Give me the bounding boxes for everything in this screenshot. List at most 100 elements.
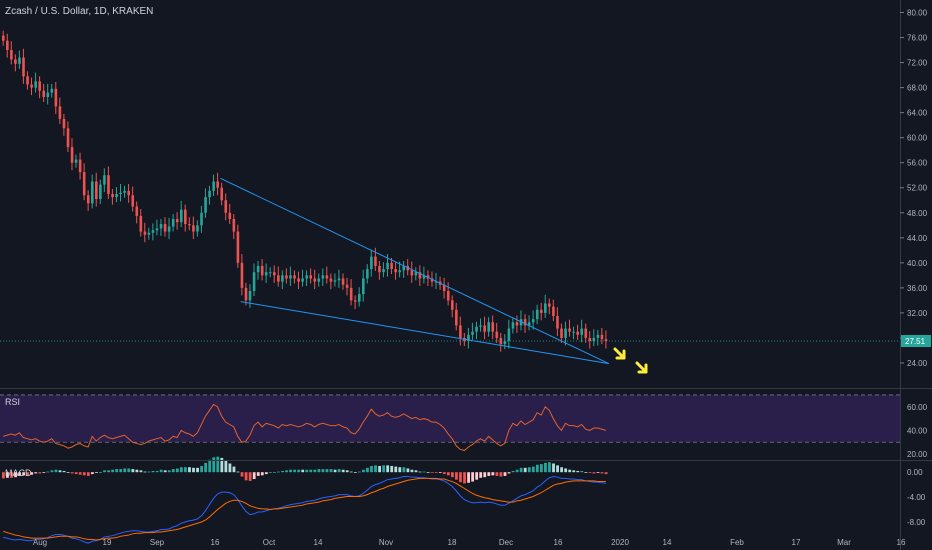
macd-histogram-bar — [357, 471, 361, 473]
candle-body — [167, 226, 171, 232]
candle-body — [475, 326, 478, 332]
macd-histogram-bar — [244, 472, 248, 481]
last-price-label: 27.51 — [905, 337, 926, 346]
price-tick-label: 36.00 — [907, 284, 928, 293]
macd-histogram-bar — [107, 470, 110, 473]
macd-histogram-bar — [414, 470, 418, 473]
macd-histogram-bar — [560, 467, 564, 473]
arrow-head — [637, 363, 648, 374]
candle-body — [414, 272, 418, 276]
candle-body — [564, 328, 567, 338]
candle-body — [192, 225, 195, 232]
macd-histogram-bar — [240, 472, 244, 477]
candle-body — [515, 322, 519, 326]
candle-body — [491, 322, 495, 332]
macd-histogram-bar — [325, 469, 329, 473]
x-tick-label: 19 — [103, 538, 112, 547]
candle-body — [260, 265, 264, 276]
candle-body — [179, 209, 183, 223]
macd-histogram-bar — [596, 472, 600, 474]
macd-histogram-bar — [600, 472, 604, 474]
candle-body — [341, 278, 345, 285]
macd-histogram-bar — [548, 462, 551, 473]
rsi-tick-label: 40.00 — [907, 426, 928, 435]
price-tick-label: 76.00 — [907, 34, 928, 43]
candle-body — [410, 270, 414, 276]
macd-histogram-bar — [382, 465, 386, 473]
macd-histogram-bar — [471, 472, 475, 482]
candle-body — [30, 84, 33, 88]
price-pane[interactable] — [0, 30, 900, 352]
candle-body — [495, 331, 499, 338]
macd-histogram-bar — [483, 472, 487, 478]
macd-histogram-bar — [297, 469, 301, 473]
macd-histogram-bar — [321, 469, 325, 473]
macd-label: MACD — [5, 468, 32, 478]
macd-histogram-bar — [220, 457, 224, 473]
candle-body — [264, 272, 268, 276]
macd-histogram-bar — [535, 464, 539, 473]
x-tick-label: Feb — [730, 538, 744, 547]
macd-histogram-bar — [539, 464, 543, 473]
macd-pane[interactable] — [2, 456, 608, 544]
rsi-tick-label: 60.00 — [907, 403, 928, 412]
macd-histogram-bar — [418, 471, 422, 473]
macd-histogram-bar — [78, 472, 82, 475]
candle-body — [135, 206, 139, 216]
candle-body — [507, 328, 511, 342]
macd-histogram-bar — [434, 472, 438, 474]
macd-histogram-bar — [438, 472, 442, 474]
macd-histogram-bar — [333, 469, 337, 473]
macd-histogram-bar — [6, 472, 9, 478]
macd-histogram-bar — [503, 472, 507, 476]
candle-body — [220, 187, 224, 201]
candle-body — [281, 275, 284, 282]
candle-body — [285, 275, 288, 279]
candle-body — [42, 90, 46, 97]
candle-body — [119, 192, 122, 194]
candle-body — [6, 40, 9, 51]
rsi-tick-label: 20.00 — [907, 450, 928, 459]
candle-body — [544, 303, 547, 313]
signal-line — [3, 477, 606, 541]
macd-histogram-bar — [317, 469, 321, 473]
candle-body — [22, 57, 25, 77]
candle-body — [54, 88, 58, 107]
candle-body — [479, 325, 482, 327]
macd-histogram-bar — [22, 472, 26, 476]
candle-body — [535, 309, 539, 320]
candle-body — [552, 306, 555, 317]
price-tick-label: 60.00 — [907, 134, 928, 143]
candle-body — [95, 181, 98, 200]
macd-histogram-bar — [119, 469, 123, 473]
candle-body — [568, 328, 571, 332]
macd-histogram-bar — [495, 472, 499, 476]
x-tick-label: 14 — [663, 538, 672, 547]
down-arrow-icon — [613, 347, 626, 360]
candle-body — [572, 331, 575, 333]
macd-line — [3, 476, 606, 544]
macd-histogram-bar — [123, 468, 127, 473]
macd-histogram-bar — [584, 472, 588, 474]
candle-body — [499, 337, 503, 345]
candle-body — [333, 280, 337, 282]
candle-body — [345, 284, 349, 288]
candle-body — [90, 181, 94, 204]
macd-histogram-bar — [487, 472, 491, 476]
rsi-pane[interactable] — [0, 394, 900, 452]
candle-body — [337, 278, 341, 281]
macd-histogram-bar — [192, 467, 195, 473]
candle-body — [256, 265, 260, 273]
price-tick-label: 80.00 — [907, 9, 928, 18]
macd-histogram-bar — [446, 472, 450, 476]
macd-histogram-bar — [224, 461, 228, 473]
candle-body — [78, 159, 82, 173]
x-tick-label: 16 — [554, 538, 563, 547]
macd-histogram-bar — [163, 470, 167, 473]
macd-tick-label: -4.00 — [907, 493, 926, 502]
macd-histogram-bar — [86, 472, 90, 476]
trendline-lower — [240, 301, 609, 365]
candle-body — [596, 334, 600, 338]
price-tick-label: 32.00 — [907, 309, 928, 318]
x-tick-label: Oct — [263, 538, 276, 547]
